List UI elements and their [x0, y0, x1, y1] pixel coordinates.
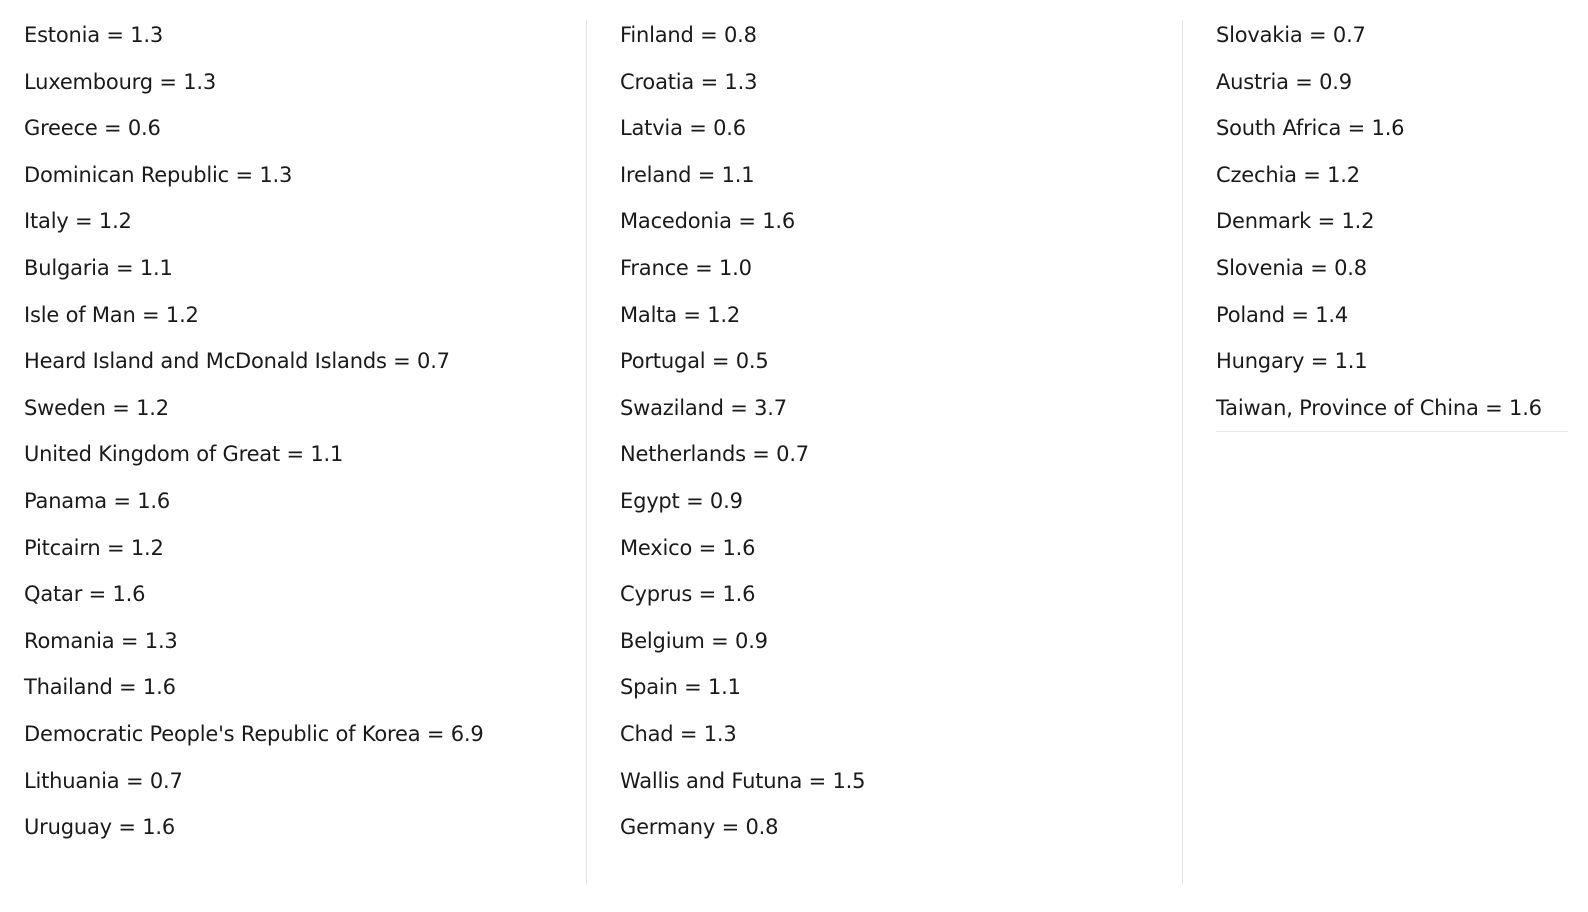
country-value-entry: Dominican Republic = 1.3 — [24, 162, 293, 187]
country-value-entry: Estonia = 1.3 — [24, 23, 164, 47]
country-value-entry: Sweden = 1.2 — [24, 395, 169, 420]
column-divider — [586, 20, 587, 885]
country-value-entry: Taiwan, Province of China = 1.6 — [1216, 385, 1568, 433]
country-value-entry: Mexico = 1.6 — [620, 535, 756, 560]
country-value-entry: Latvia = 0.6 — [620, 116, 746, 141]
country-value-entry: Qatar = 1.6 — [24, 582, 146, 607]
column-3: Slovakia = 0.7 Austria = 0.9 South Africa … — [1216, 12, 1568, 433]
country-value-entry: Malta = 1.2 — [620, 302, 741, 327]
country-value-entry: Hungary = 1.1 — [1216, 349, 1368, 374]
country-value-entry: Macedonia = 1.6 — [620, 209, 795, 234]
country-value-entry: Romania = 1.3 — [24, 628, 178, 653]
country-value-entry: Greece = 0.6 — [24, 116, 161, 141]
country-value-entry: United Kingdom of Great = 1.1 — [24, 442, 344, 467]
country-value-entry: Pitcairn = 1.2 — [24, 535, 164, 560]
country-value-entry: South Africa = 1.6 — [1216, 116, 1405, 141]
country-value-entry: Chad = 1.3 — [620, 721, 737, 746]
country-value-entry: Poland = 1.4 — [1216, 302, 1349, 327]
country-value-entry: Denmark = 1.2 — [1216, 209, 1375, 234]
country-value-entry: Croatia = 1.3 — [620, 69, 758, 94]
country-value-entry: Slovenia = 0.8 — [1216, 255, 1367, 280]
country-value-entry: Germany = 0.8 — [620, 815, 779, 840]
country-value-entry: Panama = 1.6 — [24, 488, 171, 513]
country-value-entry: Belgium = 0.9 — [620, 628, 768, 653]
country-value-entry: Swaziland = 3.7 — [620, 395, 787, 420]
column-1: Estonia = 1.3 Luxembourg = 1.3 Greece = 0.… — [24, 12, 564, 851]
country-value-entry: Bulgaria = 1.1 — [24, 255, 173, 280]
country-value-entry: Ireland = 1.1 — [620, 162, 755, 187]
country-value-entry: Netherlands = 0.7 — [620, 442, 809, 467]
country-value-entry: Slovakia = 0.7 — [1216, 23, 1366, 47]
country-value-entry: Thailand = 1.6 — [24, 675, 176, 700]
country-value-entry: Finland = 0.8 — [620, 23, 757, 47]
country-value-entry: Cyprus = 1.6 — [620, 582, 756, 607]
country-value-entry: Isle of Man = 1.2 — [24, 302, 199, 327]
country-value-entry: Portugal = 0.5 — [620, 349, 769, 374]
column-2: Finland = 0.8 Croatia = 1.3 Latvia = 0.6 Ir… — [620, 12, 1160, 851]
country-value-entry: Luxembourg = 1.3 — [24, 69, 217, 94]
country-value-entry: Czechia = 1.2 — [1216, 162, 1360, 187]
country-value-entry: Uruguay = 1.6 — [24, 815, 175, 840]
column-divider — [1182, 20, 1183, 885]
country-value-entry: Austria = 0.9 — [1216, 69, 1352, 94]
country-value-entry: Wallis and Futuna = 1.5 — [620, 768, 866, 793]
country-value-entry: France = 1.0 — [620, 255, 752, 280]
country-value-entry: Egypt = 0.9 — [620, 488, 743, 513]
country-value-entry: Heard Island and McDonald Islands = 0.7 — [24, 349, 450, 374]
country-value-entry: Democratic People's Republic of Korea = … — [24, 721, 484, 746]
country-value-entry: Italy = 1.2 — [24, 209, 132, 234]
country-value-entry: Spain = 1.1 — [620, 675, 741, 700]
country-value-entry: Lithuania = 0.7 — [24, 768, 183, 793]
